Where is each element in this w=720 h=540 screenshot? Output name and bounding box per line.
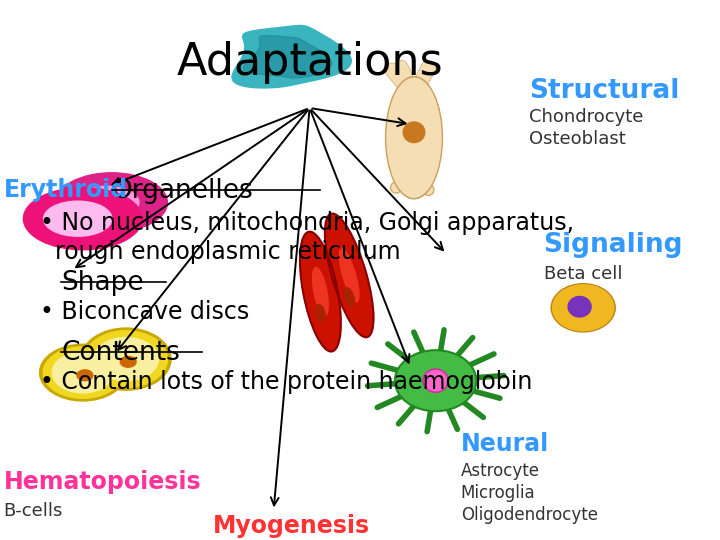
Ellipse shape bbox=[52, 352, 114, 393]
Text: Structural: Structural bbox=[529, 78, 680, 104]
Ellipse shape bbox=[23, 187, 142, 249]
Ellipse shape bbox=[344, 288, 354, 306]
Ellipse shape bbox=[326, 214, 372, 336]
Text: Signaling: Signaling bbox=[544, 232, 683, 258]
Ellipse shape bbox=[301, 233, 340, 350]
Text: • Biconcave discs: • Biconcave discs bbox=[40, 300, 249, 323]
Text: Erythroid: Erythroid bbox=[4, 178, 127, 202]
Ellipse shape bbox=[81, 328, 171, 390]
Text: Beta cell: Beta cell bbox=[544, 265, 622, 282]
Polygon shape bbox=[232, 25, 351, 88]
Ellipse shape bbox=[74, 186, 139, 219]
Text: Chondrocyte
Osteoblast: Chondrocyte Osteoblast bbox=[529, 108, 644, 148]
Ellipse shape bbox=[315, 305, 325, 322]
Text: B-cells: B-cells bbox=[4, 502, 63, 520]
Text: Shape: Shape bbox=[61, 270, 144, 296]
Text: Organelles: Organelles bbox=[112, 178, 253, 204]
Ellipse shape bbox=[94, 338, 158, 381]
Text: Neural: Neural bbox=[461, 432, 549, 456]
Polygon shape bbox=[243, 36, 332, 78]
Ellipse shape bbox=[339, 249, 359, 302]
Ellipse shape bbox=[77, 370, 93, 381]
Ellipse shape bbox=[387, 78, 441, 197]
Text: Myogenesis: Myogenesis bbox=[212, 514, 369, 538]
Text: • Contain lots of the protein haemoglobin: • Contain lots of the protein haemoglobi… bbox=[40, 370, 532, 394]
Ellipse shape bbox=[44, 201, 112, 237]
Text: Contents: Contents bbox=[61, 340, 180, 366]
Ellipse shape bbox=[553, 285, 614, 330]
Text: • No nucleus, mitochondria, Golgi apparatus,
  rough endoplasmic reticulum: • No nucleus, mitochondria, Golgi appara… bbox=[40, 211, 574, 264]
Ellipse shape bbox=[312, 267, 328, 316]
Ellipse shape bbox=[403, 122, 425, 143]
Ellipse shape bbox=[424, 370, 447, 392]
Ellipse shape bbox=[396, 351, 475, 410]
Ellipse shape bbox=[43, 347, 122, 399]
Ellipse shape bbox=[120, 356, 136, 367]
Ellipse shape bbox=[85, 330, 167, 388]
Text: Adaptations: Adaptations bbox=[176, 40, 443, 84]
Text: Astrocyte
Microglia
Oligodendrocyte: Astrocyte Microglia Oligodendrocyte bbox=[461, 462, 598, 524]
Ellipse shape bbox=[568, 296, 591, 317]
Ellipse shape bbox=[56, 173, 167, 232]
Text: Hematopoiesis: Hematopoiesis bbox=[4, 470, 201, 494]
Ellipse shape bbox=[40, 345, 126, 401]
